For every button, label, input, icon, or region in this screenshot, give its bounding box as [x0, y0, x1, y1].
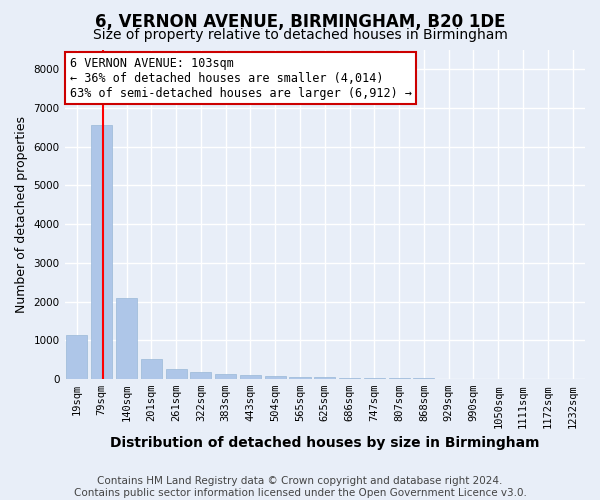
Text: 6, VERNON AVENUE, BIRMINGHAM, B20 1DE: 6, VERNON AVENUE, BIRMINGHAM, B20 1DE — [95, 12, 505, 30]
Bar — [389, 378, 410, 379]
X-axis label: Distribution of detached houses by size in Birmingham: Distribution of detached houses by size … — [110, 436, 539, 450]
Bar — [413, 378, 434, 379]
Text: Size of property relative to detached houses in Birmingham: Size of property relative to detached ho… — [92, 28, 508, 42]
Y-axis label: Number of detached properties: Number of detached properties — [15, 116, 28, 313]
Bar — [166, 369, 187, 379]
Bar — [339, 378, 360, 379]
Bar — [116, 298, 137, 379]
Bar — [91, 126, 112, 379]
Bar — [364, 378, 385, 379]
Text: 6 VERNON AVENUE: 103sqm
← 36% of detached houses are smaller (4,014)
63% of semi: 6 VERNON AVENUE: 103sqm ← 36% of detache… — [70, 56, 412, 100]
Bar — [265, 376, 286, 379]
Bar — [67, 334, 88, 379]
Bar — [314, 377, 335, 379]
Bar — [141, 358, 162, 379]
Bar — [215, 374, 236, 379]
Bar — [190, 372, 211, 379]
Text: Contains HM Land Registry data © Crown copyright and database right 2024.
Contai: Contains HM Land Registry data © Crown c… — [74, 476, 526, 498]
Bar — [240, 375, 261, 379]
Bar — [289, 376, 311, 379]
